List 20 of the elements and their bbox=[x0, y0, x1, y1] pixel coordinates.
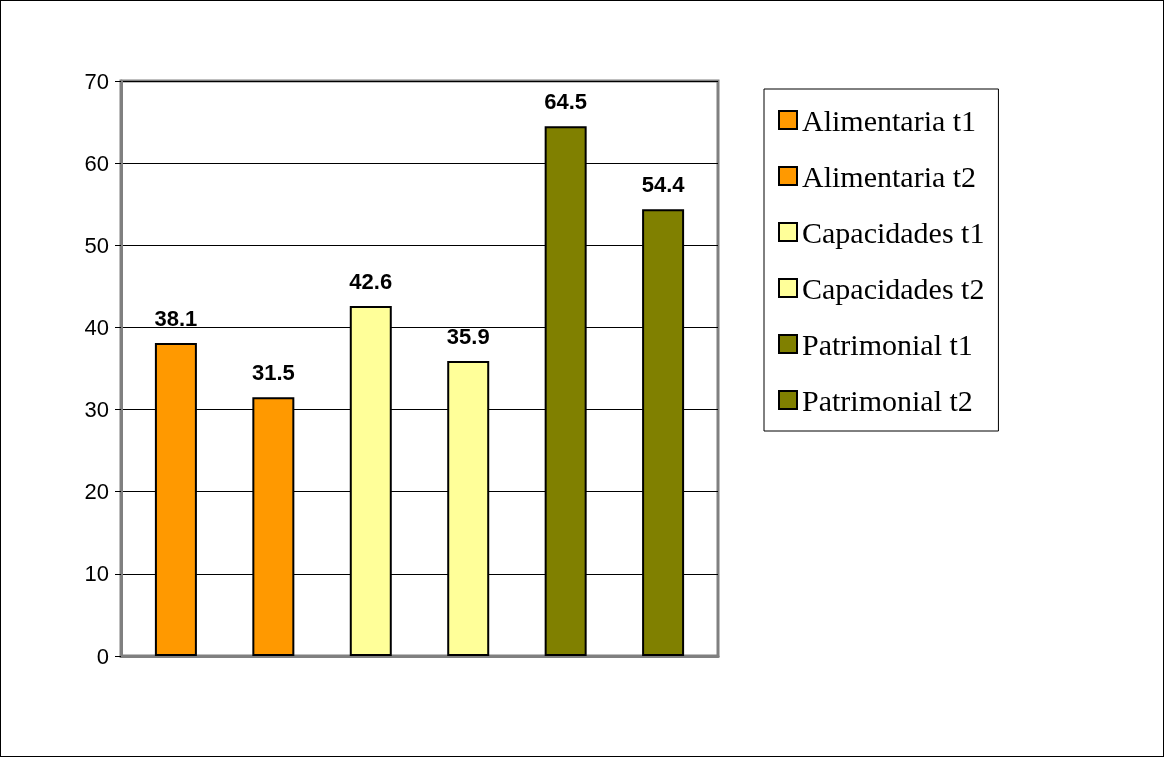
legend-label: Alimentaria t1 bbox=[802, 103, 977, 137]
y-tick-label: 10 bbox=[84, 561, 109, 587]
y-tick-label: 20 bbox=[84, 479, 109, 505]
y-tick-label: 0 bbox=[96, 643, 109, 669]
y-tick-label: 50 bbox=[84, 232, 109, 258]
y-tick-label: 30 bbox=[84, 397, 109, 423]
data-label: 64.5 bbox=[544, 88, 588, 114]
legend-label: Capacidades t2 bbox=[802, 271, 985, 305]
data-label: 54.4 bbox=[641, 171, 686, 197]
data-label: 31.5 bbox=[251, 359, 295, 385]
data-label: 38.1 bbox=[154, 305, 198, 331]
y-tick-label: 70 bbox=[84, 68, 109, 94]
data-label: 42.6 bbox=[349, 268, 393, 294]
data-label: 35.9 bbox=[446, 323, 490, 349]
y-tick-label: 60 bbox=[84, 150, 109, 176]
legend-label: Patrimonial t1 bbox=[802, 327, 973, 361]
legend-label: Capacidades t1 bbox=[802, 215, 985, 249]
legend-label: Patrimonial t2 bbox=[802, 383, 973, 417]
y-tick-label: 40 bbox=[84, 314, 109, 340]
legend-label: Alimentaria t2 bbox=[802, 159, 977, 193]
